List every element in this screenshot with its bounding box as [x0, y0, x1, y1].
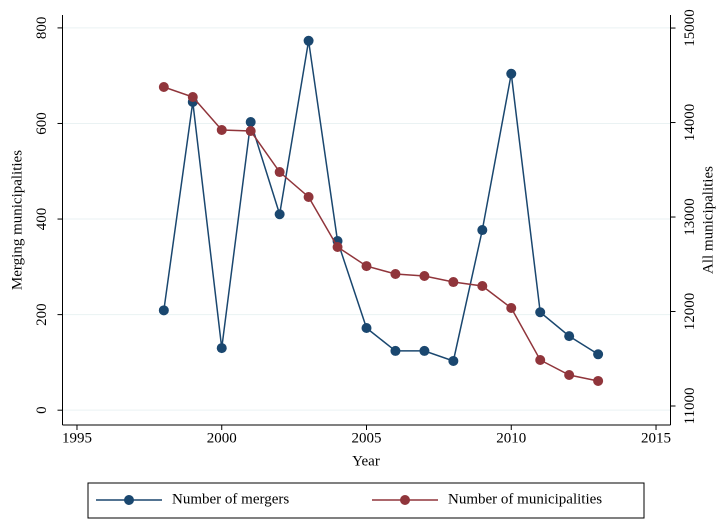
series-line — [163, 86, 599, 382]
point — [303, 191, 314, 202]
point — [477, 281, 488, 292]
y-tick-label: 600 — [34, 112, 50, 135]
x-axis-title: Year — [352, 453, 380, 469]
point — [477, 225, 488, 236]
legend-label: Number of mergers — [172, 491, 289, 507]
point — [187, 92, 198, 103]
point — [158, 305, 169, 316]
x-tick-label: 2005 — [352, 430, 382, 446]
y2-tick-label: 14000 — [682, 104, 698, 142]
y-tick-label: 400 — [34, 208, 50, 231]
point — [332, 241, 343, 252]
y-axis-title: Merging municipalities — [9, 150, 25, 290]
point — [274, 167, 285, 178]
legend-marker — [400, 495, 410, 505]
point — [245, 117, 256, 128]
point — [593, 375, 604, 386]
point — [448, 277, 459, 288]
point — [303, 35, 314, 46]
point — [535, 307, 546, 318]
point — [245, 126, 256, 137]
x-tick-label: 2000 — [207, 430, 237, 446]
y-tick-label: 200 — [34, 303, 50, 326]
y2-axis-title: All municipalities — [700, 166, 716, 274]
point — [506, 68, 517, 79]
point — [390, 269, 401, 280]
point — [216, 343, 227, 354]
y2-tick-label: 12000 — [682, 293, 698, 331]
point — [564, 370, 575, 381]
y2-tick-label: 11000 — [682, 388, 698, 425]
point — [361, 261, 372, 272]
point — [506, 303, 517, 314]
point — [419, 270, 430, 281]
legend-marker — [124, 495, 134, 505]
point — [216, 124, 227, 135]
point — [419, 345, 430, 356]
point — [535, 354, 546, 365]
point — [274, 209, 285, 220]
x-tick-label: 2010 — [496, 430, 526, 446]
point — [564, 331, 575, 342]
point — [448, 355, 459, 366]
y-tick-label: 0 — [34, 406, 50, 414]
point — [390, 345, 401, 356]
x-tick-label: 2015 — [641, 430, 671, 446]
y2-tick-label: 15000 — [682, 9, 698, 47]
point — [593, 349, 604, 360]
legend-box — [87, 482, 645, 519]
point — [158, 82, 169, 93]
legend-label: Number of municipalities — [448, 491, 602, 507]
series-line — [163, 40, 599, 362]
point — [361, 322, 372, 333]
y2-tick-label: 13000 — [682, 198, 698, 236]
x-tick-label: 1995 — [62, 430, 92, 446]
y-tick-label: 800 — [34, 17, 50, 40]
